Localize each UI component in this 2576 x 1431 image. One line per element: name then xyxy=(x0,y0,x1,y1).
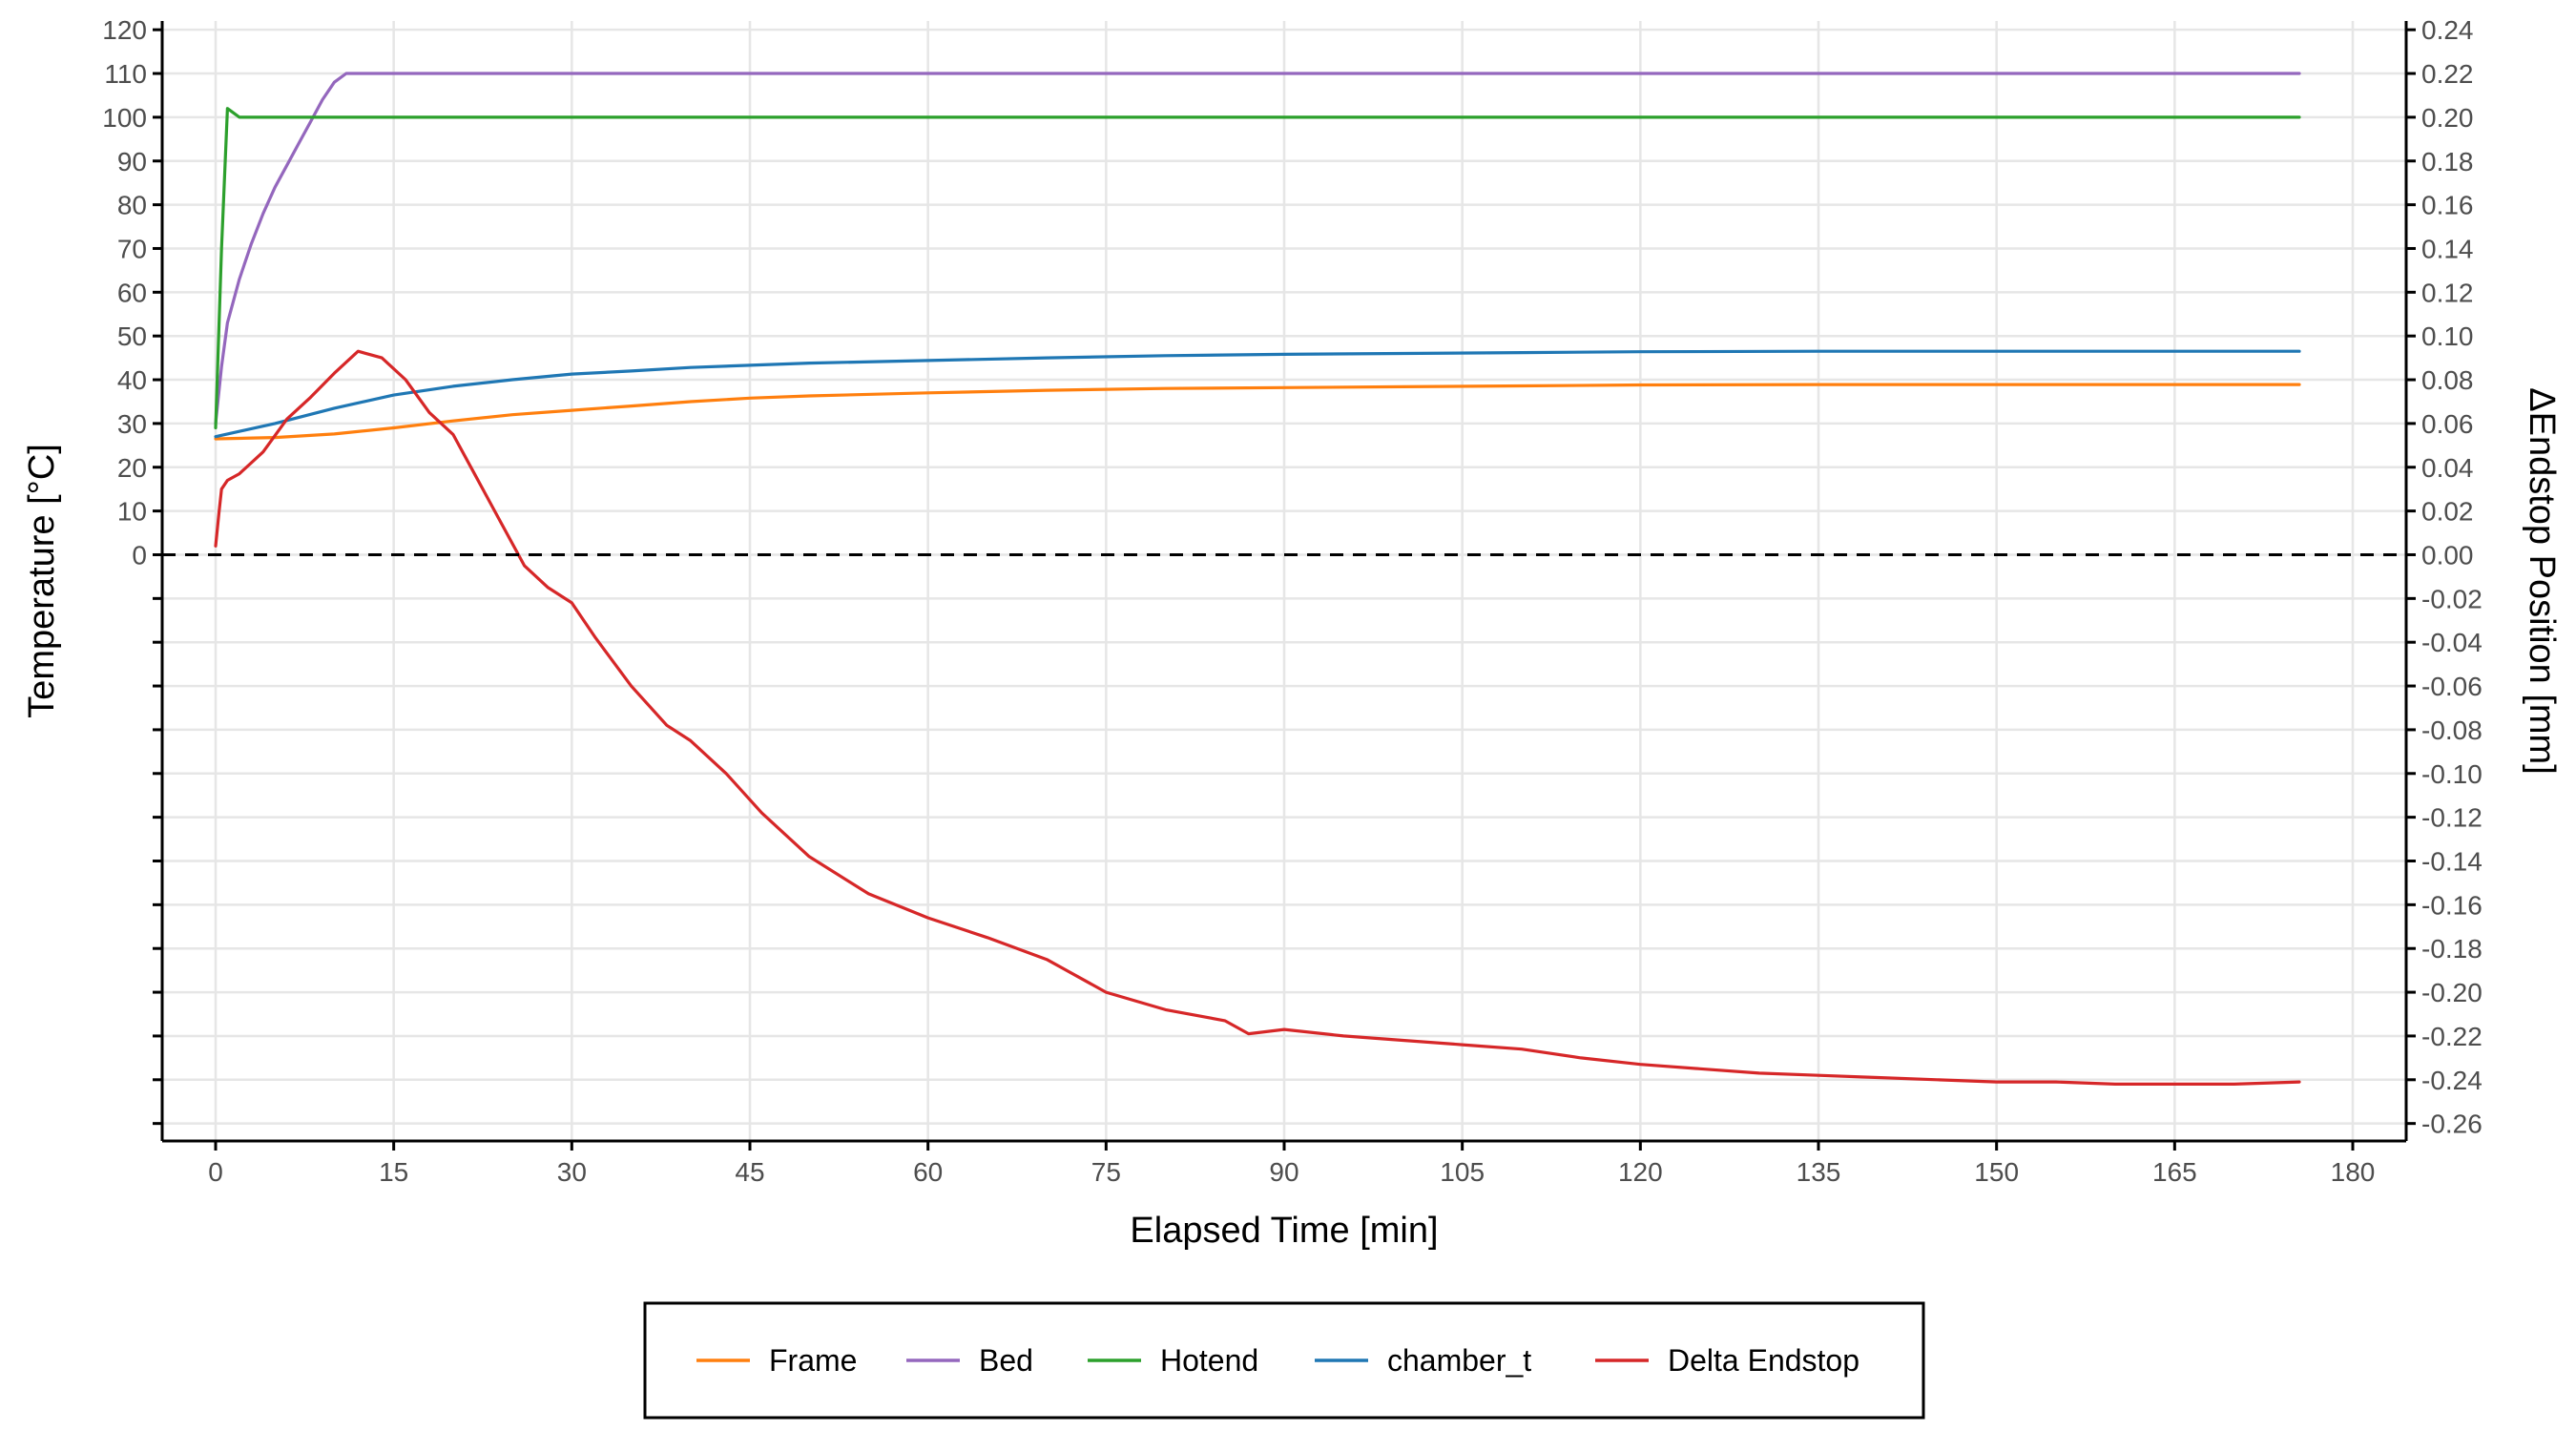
y-axis-left-title: Temperature [°C] xyxy=(22,444,62,718)
series-line-bed xyxy=(214,72,2301,425)
y-axis-right-ticks: 0.24 0.22 0.20 0.18 0.16 0.14 0.12 0.10 0.08 0.06… xyxy=(2406,15,2483,1139)
y-right-tick-label: -0.20 xyxy=(2421,978,2483,1007)
y-right-tick-label: 0.14 xyxy=(2421,234,2474,263)
y-left-tick-label: 100 xyxy=(102,103,147,133)
legend-item-bed: Bed xyxy=(906,1343,1033,1378)
legend-item-hotend: Hotend xyxy=(1088,1343,1258,1378)
x-tick-label: 30 xyxy=(557,1157,587,1187)
x-tick-label: 0 xyxy=(208,1157,223,1187)
y-right-tick-label: -0.06 xyxy=(2421,672,2483,701)
y-left-tick-label: 80 xyxy=(117,191,147,220)
y-right-tick-label: 0.08 xyxy=(2421,365,2474,395)
y-right-tick-label: -0.08 xyxy=(2421,716,2483,745)
y-right-tick-label: 0.12 xyxy=(2421,278,2474,307)
y-right-tick-label: 0.22 xyxy=(2421,59,2474,89)
legend-label: chamber_t xyxy=(1387,1343,1531,1378)
y-axis-right-title: ΔEndstop Position [mm] xyxy=(2522,387,2562,775)
series-line-delta-endstop xyxy=(214,349,2301,1087)
legend-label: Delta Endstop xyxy=(1668,1343,1859,1378)
y-left-tick-label: 90 xyxy=(117,147,147,176)
legend-item-chamber-t: chamber_t xyxy=(1315,1343,1531,1378)
y-left-tick-label: 0 xyxy=(132,540,147,570)
y-right-tick-label: -0.22 xyxy=(2421,1022,2483,1051)
y-left-tick-label: 40 xyxy=(117,365,147,395)
x-tick-label: 75 xyxy=(1091,1157,1121,1187)
y-left-tick-label: 10 xyxy=(117,497,147,527)
y-left-tick-label: 30 xyxy=(117,409,147,439)
y-right-tick-label: 0.00 xyxy=(2421,540,2474,570)
x-axis-ticks: 0 15 30 45 60 75 90 105 120 135 150 165 180 xyxy=(208,1141,2375,1187)
y-right-tick-label: -0.04 xyxy=(2421,628,2483,657)
y-right-tick-label: 0.06 xyxy=(2421,409,2474,439)
y-left-tick-label: 50 xyxy=(117,321,147,351)
y-right-tick-label: -0.12 xyxy=(2421,803,2483,833)
series-line-chamber-t xyxy=(214,349,2301,439)
y-left-tick-label: 120 xyxy=(102,15,147,45)
y-right-tick-label: -0.16 xyxy=(2421,890,2483,920)
y-right-tick-label: -0.14 xyxy=(2421,847,2483,877)
x-tick-label: 105 xyxy=(1440,1157,1485,1187)
y-right-tick-label: 0.16 xyxy=(2421,191,2474,220)
y-right-tick-label: 0.02 xyxy=(2421,497,2474,527)
y-left-tick-label: 110 xyxy=(104,59,147,89)
y-left-tick-label: 60 xyxy=(117,278,147,307)
legend-box xyxy=(643,1301,1925,1420)
x-tick-label: 120 xyxy=(1618,1157,1663,1187)
series-line-hotend xyxy=(214,107,2301,430)
x-axis-title: Elapsed Time [min] xyxy=(1130,1211,1438,1251)
x-tick-label: 90 xyxy=(1269,1157,1298,1187)
y-left-tick-label: 20 xyxy=(117,453,147,483)
x-tick-label: 60 xyxy=(913,1157,943,1187)
legend: Frame Bed Hotend chamber_t Delta Endstop xyxy=(643,1301,1925,1420)
y-right-tick-label: 0.18 xyxy=(2421,147,2474,176)
plot-series xyxy=(214,72,2301,1087)
y-right-tick-label: 0.10 xyxy=(2421,321,2474,351)
series-line-frame xyxy=(214,383,2301,441)
x-tick-label: 180 xyxy=(2331,1157,2376,1187)
y-right-tick-label: 0.04 xyxy=(2421,453,2474,483)
legend-label: Hotend xyxy=(1160,1343,1258,1378)
x-tick-label: 45 xyxy=(735,1157,764,1187)
y-right-tick-label: -0.10 xyxy=(2421,759,2483,789)
x-tick-label: 135 xyxy=(1797,1157,1841,1187)
y-right-tick-label: -0.26 xyxy=(2421,1110,2483,1139)
legend-item-delta-endstop: Delta Endstop xyxy=(1595,1343,1859,1378)
x-tick-label: 15 xyxy=(379,1157,408,1187)
y-right-tick-label: 0.24 xyxy=(2421,15,2474,45)
legend-label: Frame xyxy=(769,1343,857,1378)
y-left-tick-label: 70 xyxy=(117,234,147,263)
y-right-tick-label: 0.20 xyxy=(2421,103,2474,133)
x-tick-label: 165 xyxy=(2152,1157,2197,1187)
y-right-tick-label: -0.02 xyxy=(2421,584,2483,613)
x-tick-label: 150 xyxy=(1974,1157,2019,1187)
legend-label: Bed xyxy=(979,1343,1033,1378)
y-right-tick-label: -0.24 xyxy=(2421,1066,2483,1095)
y-right-tick-label: -0.18 xyxy=(2421,934,2483,964)
legend-item-frame: Frame xyxy=(696,1343,857,1378)
